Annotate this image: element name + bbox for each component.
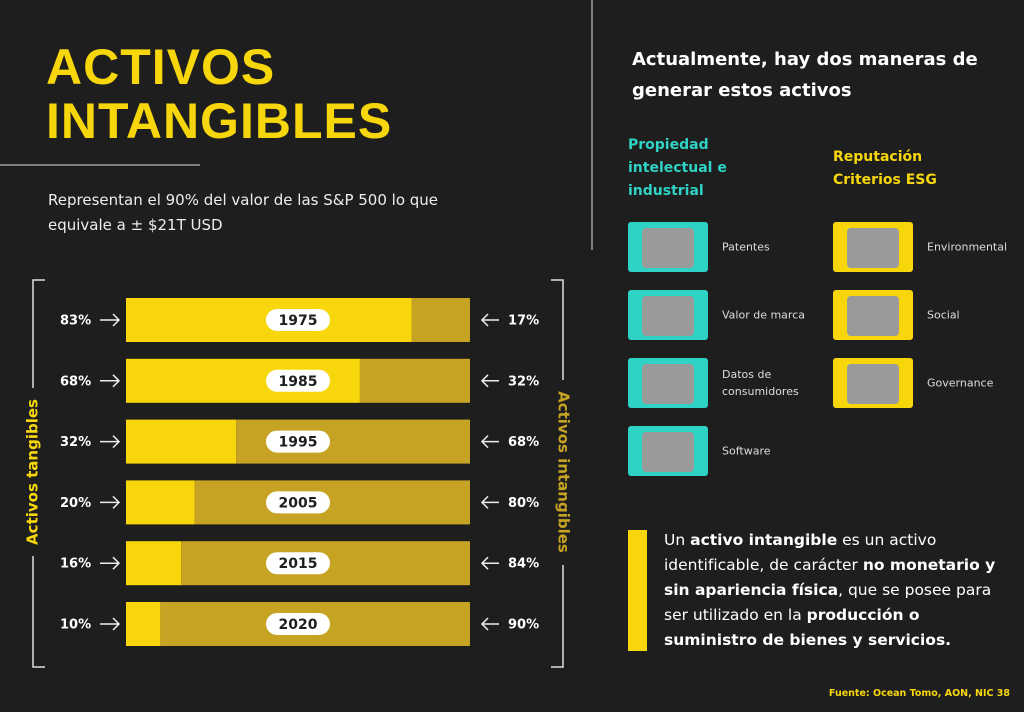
arrow: [480, 617, 499, 631]
definition-text: activo intangible: [690, 531, 838, 549]
item-label: Patentes: [722, 240, 770, 254]
value-label: 68%: [60, 374, 91, 389]
value-label: 90%: [508, 618, 539, 633]
arrow: [100, 374, 121, 388]
item-image: [628, 358, 708, 408]
source: Fuente: Ocean Tomo, AON, NIC 38: [828, 688, 1010, 699]
arrow: [480, 313, 499, 327]
bar-segment: [194, 480, 471, 525]
definition-text: Un: [664, 531, 691, 549]
arrow: [480, 374, 499, 388]
legend-label: Activos tangibles: [24, 399, 42, 545]
arrow: [100, 617, 121, 631]
item-image-photo: [642, 228, 694, 268]
category-label: 2015: [279, 556, 318, 572]
title-line: INTANGIBLES: [46, 93, 393, 149]
item-label: Social: [927, 308, 960, 322]
item-image-photo: [642, 296, 694, 336]
value-label: 83%: [60, 314, 91, 329]
value-label: 84%: [508, 557, 539, 572]
arrow: [100, 495, 121, 509]
item-label: Software: [722, 444, 771, 458]
category-label: 2005: [279, 495, 318, 511]
bar-segment: [411, 298, 470, 342]
value-label: 16%: [60, 557, 91, 572]
value-label: 80%: [508, 496, 539, 511]
arrow: [100, 435, 121, 449]
item-label: Environmental: [927, 240, 1008, 254]
value-label: 17%: [508, 314, 539, 329]
column-title: Propiedad intelectual e industrial: [628, 137, 727, 199]
value-label: 10%: [60, 618, 91, 633]
value-label: 68%: [508, 435, 539, 450]
year-pill: [266, 369, 330, 392]
bracket: [32, 279, 564, 668]
category-label: 1985: [279, 374, 318, 390]
item-image-photo: [847, 364, 899, 404]
bar-segment: [126, 541, 182, 586]
item-image-photo: [847, 296, 899, 336]
heading: Actualmente, hay dos maneras de generar …: [632, 49, 978, 101]
item-label: Governance: [927, 376, 994, 390]
arrow: [100, 556, 121, 570]
legend-label: Activos intangibles: [555, 391, 573, 553]
arrow: [480, 495, 499, 509]
value-label: 32%: [508, 374, 539, 389]
arrow: [480, 435, 499, 449]
arrow: [100, 313, 121, 327]
item-image: [628, 222, 708, 272]
item-image: [833, 290, 913, 340]
bar-segment: [126, 419, 237, 464]
category-label: 2020: [279, 617, 318, 633]
year-pill: [266, 491, 330, 514]
definition-text: producción o suministro de bienes y serv…: [664, 606, 952, 649]
category-label: 1975: [279, 313, 318, 329]
year-pill: [266, 309, 330, 331]
subtitle: Representan el 90% del valor de las S&P …: [48, 191, 439, 234]
item-image: [833, 222, 913, 272]
bar-segment: [126, 480, 195, 525]
item-image: [628, 426, 708, 476]
definition-text: es un activo identificable, de carácter: [664, 531, 937, 574]
item-label: Valor de marca: [722, 308, 805, 322]
item-image-photo: [642, 432, 694, 472]
title: ACTIVOS INTANGIBLES: [46, 40, 392, 148]
category-label: 1995: [279, 435, 318, 451]
bar-segment: [359, 358, 470, 403]
value-label: 20%: [60, 496, 91, 511]
definition-text: no monetario y sin apariencia física: [664, 556, 996, 599]
year-pill: [266, 430, 330, 453]
arrow: [480, 556, 499, 570]
value-label: 32%: [60, 435, 91, 450]
year-pill: [266, 552, 330, 575]
accent-bar: [628, 530, 647, 651]
item-label: Datos de consumidores: [722, 368, 799, 398]
bar-segment: [126, 602, 161, 646]
definition: Un activo intangible es un activo identi…: [664, 528, 999, 653]
item-image-photo: [847, 228, 899, 268]
definition-text: , que se posee para ser utilizado en la: [664, 581, 992, 624]
item-image: [833, 358, 913, 408]
item-image-photo: [642, 364, 694, 404]
year-pill: [266, 613, 330, 635]
title-line: ACTIVOS: [46, 39, 276, 95]
item-image: [628, 290, 708, 340]
column-title: Reputación Criterios ESG: [833, 149, 937, 188]
